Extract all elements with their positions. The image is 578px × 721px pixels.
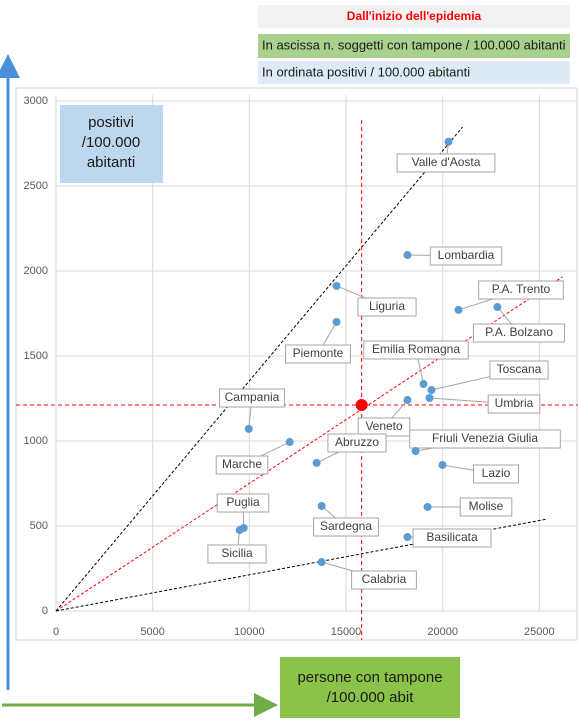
point: [332, 318, 341, 326]
point: [312, 458, 321, 467]
point: [493, 303, 502, 312]
point: [444, 137, 453, 146]
point-label: Liguria: [369, 299, 405, 313]
point-label: Lombardia: [438, 248, 495, 262]
point-label: Marche: [222, 457, 262, 471]
point: [425, 393, 434, 402]
point: [423, 502, 432, 511]
header-line: In ascissa n. soggetti con tampone / 100…: [262, 37, 566, 52]
trend-line: [55, 126, 463, 612]
point: [285, 438, 294, 447]
x-axis-label: persone con tampone: [297, 669, 442, 686]
point-label: Abruzzo: [335, 435, 379, 449]
point-label: Piemonte: [293, 346, 344, 360]
x-tick-label: 15000: [331, 626, 362, 638]
header-box: [258, 5, 570, 28]
point: [403, 396, 412, 405]
point: [317, 558, 326, 567]
label-box: [327, 433, 387, 453]
y-tick-label: 2000: [24, 265, 48, 277]
point-label: Basilicata: [426, 530, 478, 544]
point: [419, 380, 428, 389]
point: [235, 526, 244, 535]
y-axis-label: /100.000: [82, 134, 140, 151]
label-box: [215, 455, 269, 475]
label-box: [429, 246, 503, 266]
point: [411, 447, 420, 456]
y-tick-label: 500: [30, 520, 48, 532]
y-axis-label: positivi: [88, 114, 134, 131]
header-line: In ordinata positivi / 100.000 abitanti: [262, 64, 470, 79]
point-label: Umbria: [495, 396, 534, 410]
x-tick-label: 5000: [140, 626, 164, 638]
label-box: [459, 497, 513, 517]
label-box: [363, 340, 469, 360]
point-label: Friuli Venezia Giulia: [432, 431, 538, 445]
label-box: [216, 493, 270, 513]
x-tick-label: 10000: [234, 626, 265, 638]
label-box: [489, 360, 549, 380]
point-label: Molise: [469, 499, 504, 513]
label-box: [285, 344, 351, 364]
x-axis-box: [280, 657, 460, 718]
label-box: [487, 394, 541, 414]
y-axis-label: abitanti: [87, 154, 135, 171]
x-axis-label: /100.000 abit: [327, 689, 415, 706]
point-label: Sicilia: [221, 546, 253, 560]
point-label: Toscana: [497, 362, 542, 376]
label-box: [473, 464, 519, 484]
point-label: Valle d'Aosta: [412, 155, 481, 169]
label-box: [357, 297, 417, 317]
label-box: [313, 517, 379, 537]
point: [454, 305, 463, 314]
label-box: [472, 323, 566, 343]
label-box: [478, 280, 564, 300]
header-box: [258, 61, 570, 84]
label-box: [409, 429, 561, 449]
point-label: Veneto: [365, 419, 403, 433]
point: [427, 386, 436, 394]
label-box: [219, 388, 285, 408]
header-title: Dall'inizio dell'epidemia: [347, 9, 482, 23]
y-tick-label: 3000: [24, 95, 48, 107]
point: [244, 424, 253, 433]
point-label: Puglia: [226, 495, 260, 509]
point-label: Campania: [225, 390, 280, 404]
y-tick-label: 2500: [24, 180, 48, 192]
y-tick-label: 1500: [24, 350, 48, 362]
label-box: [207, 544, 267, 564]
point-label: Sardegna: [320, 519, 372, 533]
point: [403, 533, 412, 542]
y-axis-box: [60, 105, 163, 183]
y-tick-label: 0: [42, 605, 48, 617]
point-label: Lazio: [482, 466, 511, 480]
point-label: P.A. Trento: [492, 282, 551, 296]
point-label: Emilia Romagna: [372, 342, 460, 356]
point: [332, 281, 341, 290]
point: [317, 501, 326, 510]
header-box: [258, 34, 570, 58]
x-tick-label: 20000: [427, 626, 458, 638]
point: [403, 251, 412, 260]
label-box: [396, 153, 496, 173]
label-box: [351, 570, 417, 590]
label-box: [412, 528, 492, 548]
point-label: Calabria: [362, 572, 407, 586]
x-tick-label: 25000: [524, 626, 555, 638]
point: [438, 460, 447, 469]
frame: [15, 87, 578, 641]
point-label: P.A. Bolzano: [485, 325, 553, 339]
average-point: [355, 398, 368, 411]
y-tick-label: 1000: [24, 435, 48, 447]
x-tick-label: 0: [53, 626, 59, 638]
